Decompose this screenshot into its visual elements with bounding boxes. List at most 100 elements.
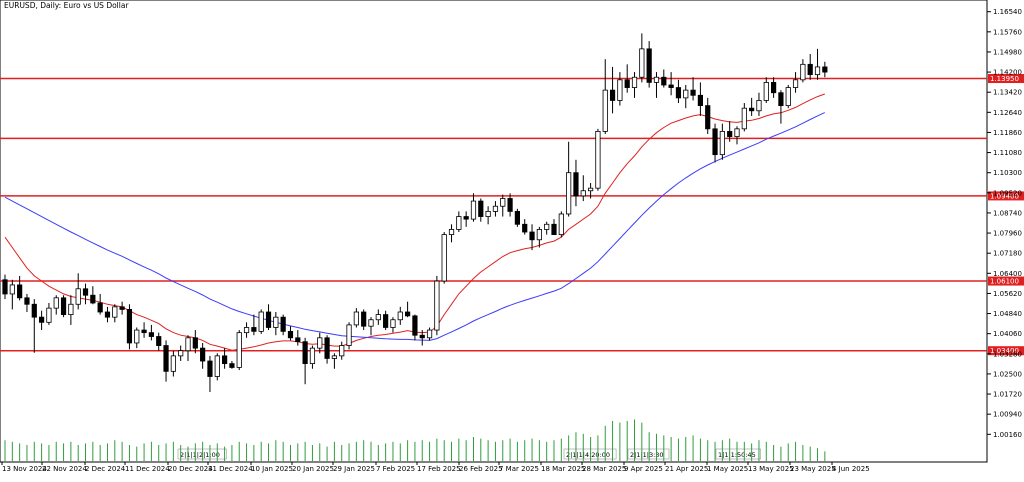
candle	[243, 322, 250, 338]
candle-body-bearish	[463, 216, 469, 220]
candle	[2, 274, 8, 300]
candle-body-bullish	[368, 319, 374, 327]
candle-body-bearish	[712, 128, 718, 156]
candle-body-bearish	[675, 87, 682, 99]
candle-body-bearish	[573, 172, 579, 197]
x-tick-label: 17 Feb 2025	[417, 465, 461, 473]
candle-body-bearish	[778, 92, 784, 107]
level-price-box	[988, 346, 1024, 356]
candle-body-bullish	[331, 355, 338, 359]
candle	[97, 293, 103, 315]
candle	[690, 77, 696, 101]
candle-body-bearish	[529, 231, 535, 241]
candle	[419, 330, 425, 346]
candle	[580, 175, 586, 202]
candle	[609, 66, 616, 114]
candle-body-bearish	[727, 131, 733, 137]
candle-body-bearish	[82, 288, 89, 296]
candle-body-bearish	[478, 200, 484, 217]
plot-frame	[0, 0, 988, 463]
candle	[134, 327, 140, 349]
candle-body-bullish	[785, 87, 791, 107]
y-tick-label: 1.08740	[993, 209, 1022, 217]
candle	[309, 345, 316, 369]
candle-body-bullish	[566, 172, 572, 215]
candle-body-bullish	[390, 319, 396, 328]
candle	[705, 97, 711, 134]
candle-body-bearish	[624, 79, 630, 88]
candle	[814, 48, 821, 80]
candle-body-bullish	[339, 345, 345, 357]
candle-body-bullish	[492, 205, 499, 212]
candle-body-bearish	[221, 355, 228, 365]
x-tick-label: 4 Jun 2025	[832, 465, 870, 473]
candle	[749, 97, 755, 116]
candle-body-bearish	[661, 76, 667, 86]
separator-box	[715, 448, 762, 460]
level-price-box	[988, 276, 1024, 286]
x-tick-label: 26 Feb 2025	[459, 465, 503, 473]
candle	[24, 293, 30, 313]
candle	[141, 322, 147, 338]
candle-body-bullish	[68, 303, 74, 315]
candle	[404, 301, 411, 318]
candle	[426, 327, 433, 341]
x-tick-label: 2 Dec 2024	[85, 465, 126, 473]
candle-body-bullish	[800, 63, 806, 81]
candle-body-bullish	[75, 288, 81, 305]
candle	[529, 224, 535, 251]
candle	[207, 355, 213, 392]
candle-body-bullish	[719, 131, 725, 156]
candle-body-bearish	[126, 309, 133, 344]
candle	[346, 322, 352, 350]
level-price-box	[988, 74, 1024, 84]
candle-body-bearish	[287, 330, 294, 339]
candle	[514, 208, 521, 227]
candle	[727, 121, 733, 142]
candle-body-bullish	[653, 76, 660, 83]
candle	[595, 128, 601, 191]
y-tick-label: 1.03280	[993, 350, 1022, 358]
candle-body-bearish	[404, 311, 411, 317]
candle	[302, 337, 308, 385]
y-tick-label: 1.14980	[993, 48, 1022, 56]
level-price-label: 1.03400	[990, 347, 1019, 355]
candle	[31, 299, 37, 353]
separator-label: 2|1|1|3:30	[630, 451, 664, 459]
candle	[185, 335, 191, 362]
y-tick-label: 1.02500	[993, 370, 1022, 378]
candle	[544, 221, 550, 235]
candle	[675, 79, 682, 104]
candle	[712, 123, 718, 163]
x-tick-label: 20 Dec 2024	[168, 465, 213, 473]
candle	[170, 350, 176, 377]
candle	[280, 314, 286, 336]
candle-body-bullish	[441, 234, 447, 282]
candle	[785, 84, 791, 109]
candle	[383, 310, 389, 331]
candle-body-bearish	[39, 316, 45, 323]
candle	[265, 304, 272, 331]
candle-body-bullish	[9, 284, 15, 295]
candle-body-bullish	[346, 324, 352, 346]
candle	[763, 77, 769, 104]
candle	[397, 306, 403, 325]
candle	[9, 279, 15, 310]
candle-body-bearish	[609, 89, 616, 101]
candle	[53, 295, 59, 315]
candle-body-bullish	[375, 314, 381, 321]
candle	[661, 69, 667, 88]
candle-body-bullish	[434, 280, 440, 331]
candle-body-bearish	[104, 311, 111, 318]
candle-body-bearish	[141, 329, 147, 334]
candle-body-bearish	[295, 337, 301, 343]
candle	[214, 353, 220, 381]
candle-body-bearish	[807, 63, 813, 76]
candle	[536, 226, 542, 248]
x-tick-label: 29 Jan 2025	[333, 465, 375, 473]
candle	[485, 206, 491, 225]
x-tick-label: 18 Mar 2025	[541, 465, 585, 473]
